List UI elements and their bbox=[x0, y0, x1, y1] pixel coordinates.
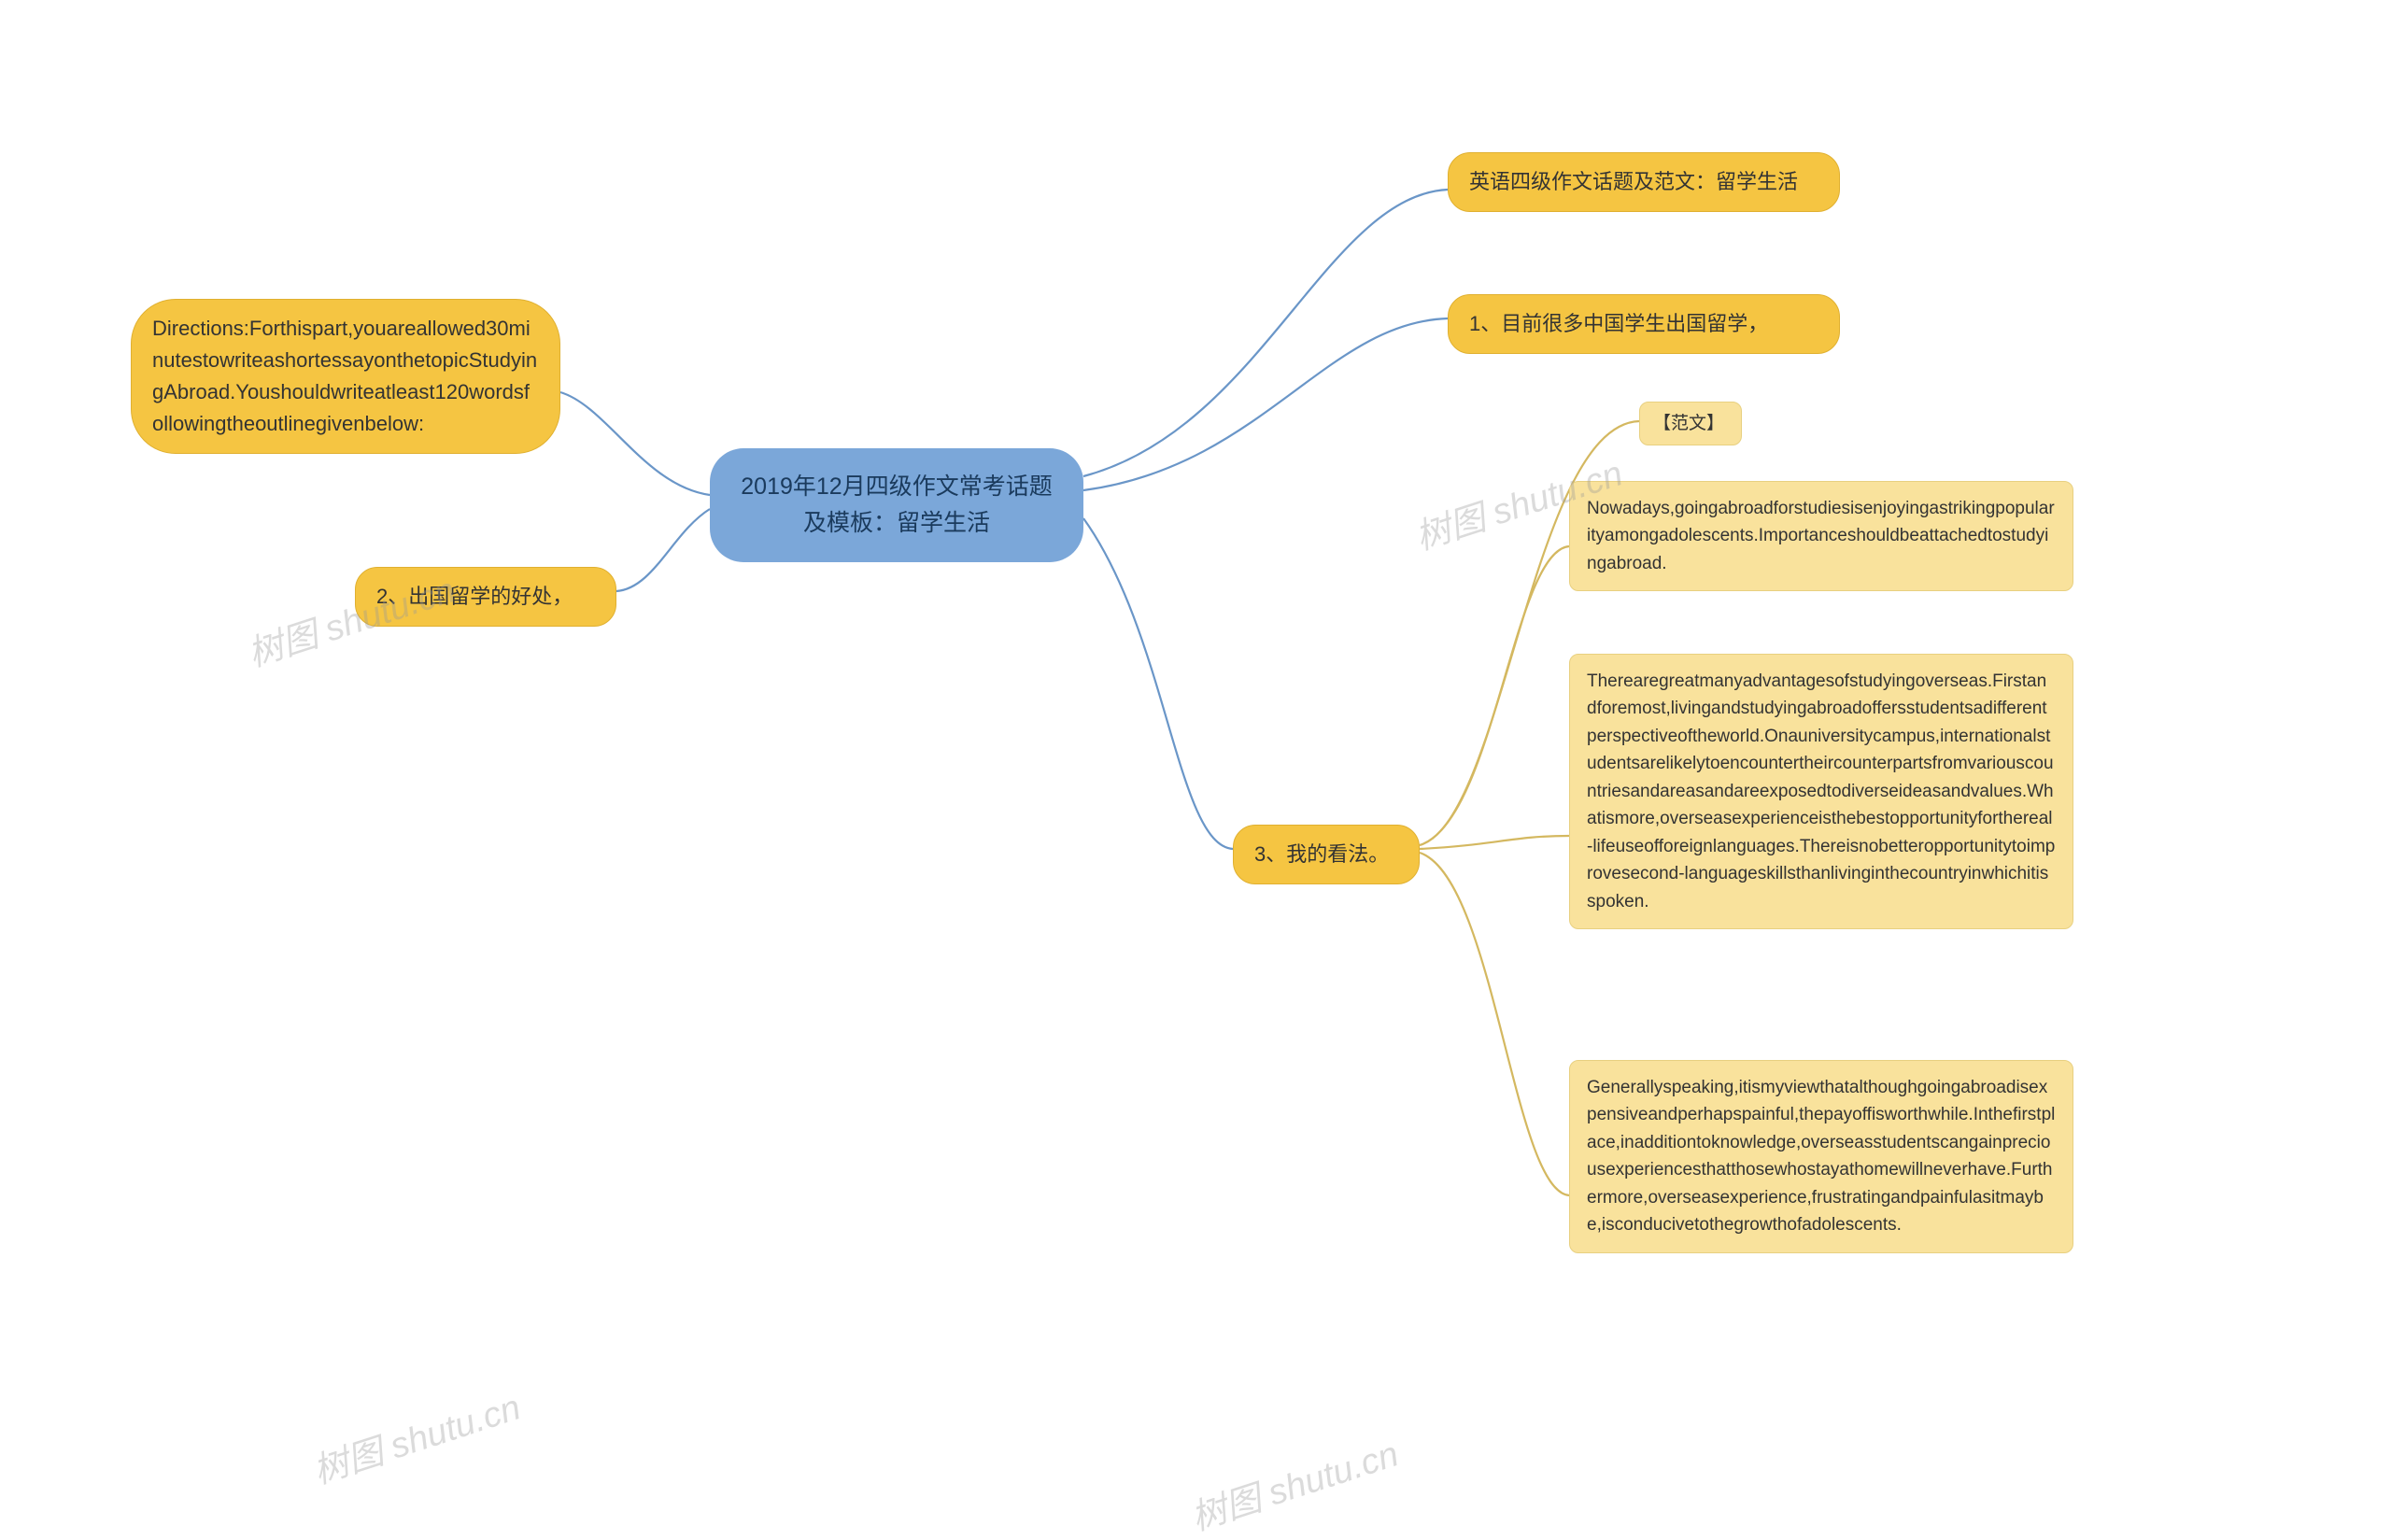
edge-para3 bbox=[1420, 853, 1569, 1195]
edge-my-view bbox=[1083, 518, 1233, 849]
branch-benefits[interactable]: 2、出国留学的好处， bbox=[355, 567, 616, 627]
branch-topic-sample[interactable]: 英语四级作文话题及范文：留学生活 bbox=[1448, 152, 1840, 212]
subnode-fanwen-label[interactable]: 【范文】 bbox=[1639, 402, 1742, 445]
subnode-para2[interactable]: Therearegreatmanyadvantagesofstudyingove… bbox=[1569, 654, 2073, 929]
center-node[interactable]: 2019年12月四级作文常考话题及模板：留学生活 bbox=[710, 448, 1083, 562]
edge-para2 bbox=[1420, 836, 1569, 849]
edge-many-students bbox=[1083, 318, 1448, 490]
edge-benefits bbox=[616, 509, 710, 591]
watermark: 树图 shutu.cn bbox=[305, 1378, 526, 1493]
branch-my-view[interactable]: 3、我的看法。 bbox=[1233, 825, 1420, 884]
branch-many-students[interactable]: 1、目前很多中国学生出国留学， bbox=[1448, 294, 1840, 354]
edge-para1 bbox=[1420, 546, 1569, 845]
edge-topic-sample bbox=[1083, 190, 1448, 476]
subnode-para3[interactable]: Generallyspeaking,itismyviewthatalthough… bbox=[1569, 1060, 2073, 1253]
subnode-para1[interactable]: Nowadays,goingabroadforstudiesisenjoying… bbox=[1569, 481, 2073, 591]
branch-directions[interactable]: Directions:Forthispart,youareallowed30mi… bbox=[131, 299, 560, 454]
watermark: 树图 shutu.cn bbox=[1183, 1425, 1404, 1540]
edge-directions bbox=[560, 392, 710, 495]
